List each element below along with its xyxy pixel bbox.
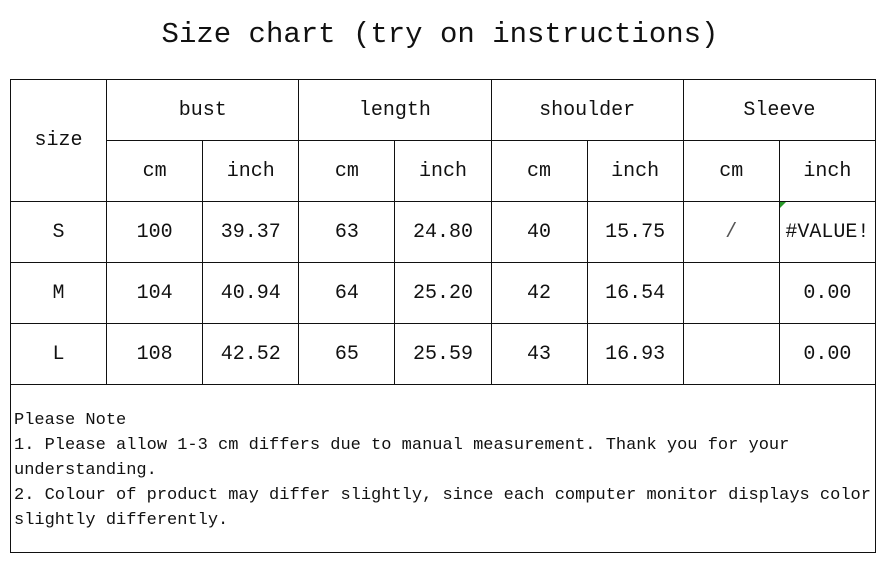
size-cell: L (9, 323, 108, 385)
table-row: M 104 40.94 64 25.20 42 16.54 0.00 (9, 262, 877, 324)
header-row-groups: size bust length shoulder Sleeve (9, 79, 877, 202)
header-row-units: cm inch cm inch cm inch cm inch (11, 140, 877, 202)
group-header: Sleeve (682, 79, 877, 141)
note-line: 2. Colour of product may differ slightly… (14, 486, 871, 530)
size-header: size (9, 79, 108, 202)
table-row: S 100 39.37 63 24.80 40 15.75/#VALUE! (9, 201, 877, 263)
value-cell: 25.20 (394, 262, 492, 324)
table-row: L 108 42.52 65 25.59 43 16.93 0.00 (9, 323, 877, 385)
unit-header: cm (106, 140, 204, 202)
value-cell: 64 (298, 262, 396, 324)
unit-header: inch (394, 140, 492, 202)
note-line: 1. Please allow 1-3 cm differs due to ma… (14, 436, 790, 480)
value-cell: 24.80 (394, 201, 492, 263)
note-heading: Please Note (14, 411, 127, 430)
value-cell: 16.54 (586, 262, 684, 324)
unit-header: cm (682, 140, 780, 202)
size-chart-table: size bust length shoulder Sleeve cm inch c… (9, 79, 877, 553)
value-cell: 108 (106, 323, 204, 385)
value-cell: 40 (490, 201, 588, 263)
value-cell: 39.37 (202, 201, 300, 263)
value-cell: 42.52 (202, 323, 300, 385)
note-cell: Please Note 1. Please allow 1-3 cm diffe… (10, 384, 876, 553)
value-cell: 63 (298, 201, 396, 263)
value-cell: 0.00 (778, 262, 877, 324)
value-cell: 16.93 (586, 323, 684, 385)
unit-header: inch (202, 140, 300, 202)
value-cell: / (682, 201, 780, 263)
value-cell: #VALUE! (778, 201, 877, 263)
value-cell (682, 262, 780, 324)
value-cell: 100 (106, 201, 204, 263)
value-cell: 0.00 (778, 323, 877, 385)
unit-header: inch (586, 140, 684, 202)
value-cell (682, 323, 780, 385)
group-header: shoulder (490, 79, 684, 141)
value-cell: 104 (106, 262, 204, 324)
value-cell: 40.94 (202, 262, 300, 324)
group-header: bust (106, 79, 300, 141)
value-cell: 43 (490, 323, 588, 385)
value-cell: 15.75 (586, 201, 684, 263)
size-cell: M (9, 262, 108, 324)
value-cell: 42 (490, 262, 588, 324)
unit-header: inch (778, 140, 877, 202)
size-cell: S (9, 201, 108, 263)
page-title: Size chart (try on instructions) (161, 18, 719, 51)
value-cell: 65 (298, 323, 396, 385)
group-header: length (298, 79, 492, 141)
unit-header: cm (298, 140, 396, 202)
note-row: Please Note 1. Please allow 1-3 cm diffe… (10, 384, 876, 553)
value-cell: 25.59 (394, 323, 492, 385)
unit-header: cm (490, 140, 588, 202)
